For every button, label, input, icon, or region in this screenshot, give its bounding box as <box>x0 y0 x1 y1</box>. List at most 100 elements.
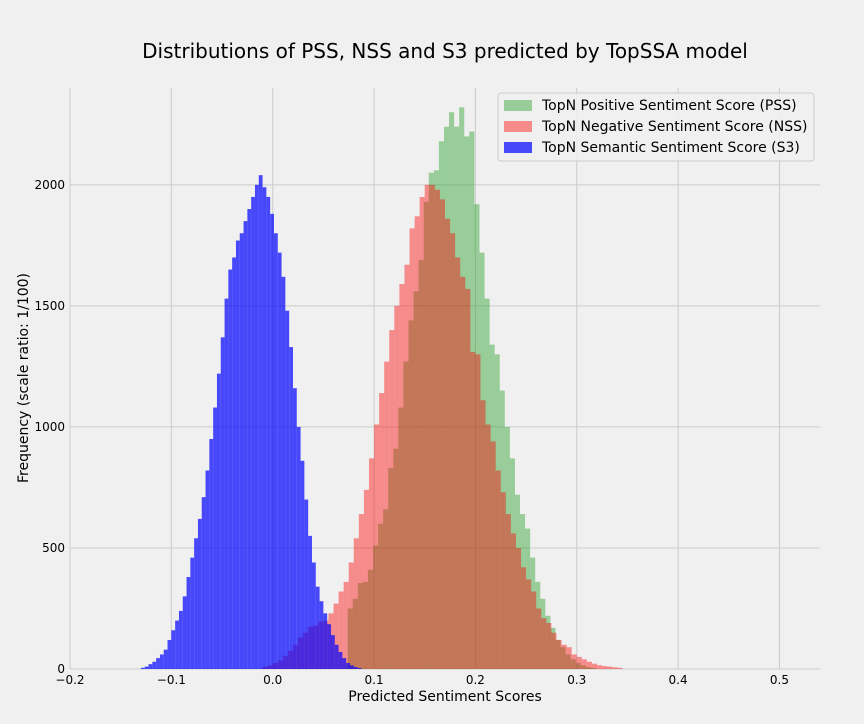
histogram-bar <box>438 141 444 670</box>
histogram-bar <box>450 233 456 669</box>
histogram-bar <box>247 209 252 669</box>
x-tick-label: 0.2 <box>466 673 485 687</box>
histogram-bar <box>205 470 210 669</box>
histogram-bar <box>590 668 597 669</box>
histogram-bar <box>300 460 305 669</box>
legend-swatch <box>504 121 532 132</box>
histogram-bar <box>404 264 410 669</box>
histogram-bar <box>352 598 358 669</box>
histogram-bar <box>175 620 179 669</box>
histogram-bar <box>424 184 430 670</box>
histogram-bar <box>505 514 511 669</box>
axes: −0.2 −0.1 0.0 0.1 0.2 0.3 0.4 0.5 0 500 1000 1500 20… <box>34 178 789 687</box>
histogram-bar <box>514 494 520 669</box>
histogram-bar <box>541 618 547 669</box>
legend-swatch <box>504 142 532 153</box>
histogram-bar <box>319 601 324 669</box>
histogram-bar <box>379 393 385 669</box>
series-1 <box>262 184 623 670</box>
histogram-bar <box>504 426 510 669</box>
histogram-bar <box>571 654 577 669</box>
histogram-bar <box>266 196 271 669</box>
histogram-bar <box>152 661 157 669</box>
histogram-bar <box>531 591 537 669</box>
histogram-bar <box>455 257 461 669</box>
histogram-bar <box>540 598 546 669</box>
histogram-bar <box>419 196 425 669</box>
histogram-bar <box>459 107 465 669</box>
histogram-bar <box>327 624 331 669</box>
histogram-bar <box>348 562 354 669</box>
histogram-bar <box>454 126 460 669</box>
histogram-bar <box>389 330 395 669</box>
histogram-bar <box>509 458 515 669</box>
histogram-bar <box>368 458 375 669</box>
histogram-bar <box>224 298 229 669</box>
histogram-bar <box>434 189 440 670</box>
histogram-bar <box>521 567 527 669</box>
series-0 <box>347 107 597 670</box>
histogram-bar <box>445 218 451 669</box>
histogram-bar <box>575 662 581 669</box>
histogram-bar <box>323 613 328 669</box>
legend-box <box>497 92 815 162</box>
x-tick-label: 0.0 <box>263 673 282 687</box>
bars <box>140 107 623 670</box>
histogram-bar <box>342 658 347 669</box>
histogram-bar <box>289 347 293 669</box>
histogram-bar <box>383 509 389 669</box>
histogram-bar <box>536 608 542 669</box>
histogram-bar <box>591 663 598 669</box>
histogram-bar <box>460 276 466 669</box>
y-tick-label: 1500 <box>34 299 65 313</box>
histogram-bar <box>570 659 576 669</box>
histogram-bar <box>403 361 409 669</box>
histogram-bar <box>545 615 551 669</box>
histogram-bar <box>393 448 399 669</box>
histogram-bar <box>277 252 282 669</box>
histogram-bar <box>338 652 343 669</box>
histogram-bar <box>388 468 394 669</box>
x-axis-label: Predicted Sentiment Scores <box>348 689 542 705</box>
histogram-bar <box>551 632 557 669</box>
histogram-bar <box>357 668 362 669</box>
histogram-bar <box>525 528 531 669</box>
histogram-bar <box>470 351 476 669</box>
legend-swatch <box>504 100 532 111</box>
histogram-bar <box>520 514 526 669</box>
histogram-bar <box>535 581 541 669</box>
histogram-bar <box>479 252 485 669</box>
histogram-bar <box>475 354 481 669</box>
histogram-bar <box>194 538 198 669</box>
histogram-bar <box>409 228 415 670</box>
legend-label: TopN Semantic Sentiment Score (S3) <box>541 140 800 156</box>
histogram-bar <box>347 608 353 669</box>
histogram-bar <box>353 538 359 669</box>
histogram-bar <box>159 654 164 669</box>
histogram-bar <box>565 654 571 669</box>
histogram-bar <box>338 591 344 669</box>
histogram-bar <box>281 276 286 669</box>
histogram-bar <box>140 667 145 669</box>
histogram-bar <box>374 424 380 669</box>
histogram-bar <box>428 172 434 669</box>
histogram-bar <box>209 439 214 669</box>
histogram-bar <box>561 644 567 669</box>
legend-label: TopN Positive Sentiment Score (PSS) <box>541 98 797 114</box>
histogram-bar <box>480 400 486 669</box>
histogram-bar <box>485 424 491 669</box>
histogram-bar <box>490 441 496 669</box>
histogram-bar <box>171 630 176 669</box>
y-tick-label: 0 <box>57 662 65 676</box>
histogram-bar <box>489 344 495 669</box>
histogram-bar <box>378 523 384 669</box>
histogram-bar <box>566 647 572 669</box>
histogram-bar <box>597 665 603 669</box>
histogram-bar <box>474 204 480 669</box>
histogram-bar <box>296 426 301 669</box>
histogram-bar <box>581 659 587 669</box>
histogram-bar <box>315 586 320 669</box>
histogram-bar <box>182 596 187 669</box>
x-tick-label: 0.3 <box>567 673 586 687</box>
histogram-bar <box>484 298 490 669</box>
